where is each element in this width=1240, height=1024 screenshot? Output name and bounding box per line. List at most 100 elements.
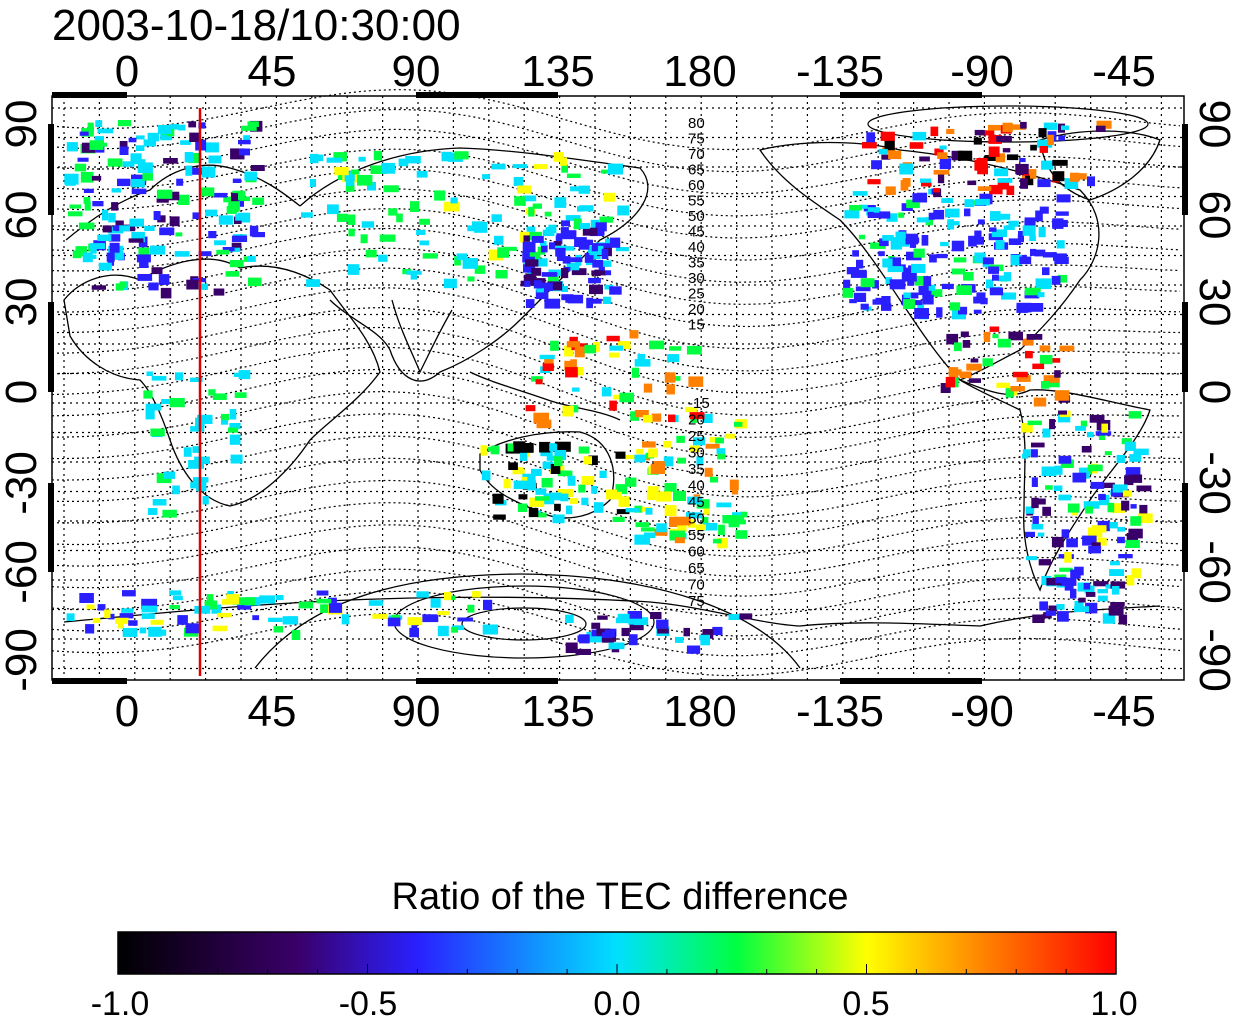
tec-patch	[512, 164, 528, 169]
tec-patch	[1046, 578, 1062, 586]
tec-patch	[523, 274, 533, 286]
tec-patch	[905, 233, 919, 245]
tec-patch	[878, 148, 888, 155]
tec-patch	[565, 215, 581, 221]
tec-patch	[82, 252, 93, 263]
tec-patch	[112, 225, 120, 231]
tec-patch	[1080, 420, 1088, 427]
tec-patch	[712, 626, 723, 636]
tec-patch	[508, 462, 518, 470]
tec-patch	[1001, 292, 1017, 300]
tec-patch	[194, 456, 210, 464]
tec-patch	[616, 247, 629, 252]
tec-patch	[370, 165, 387, 174]
tec-patch	[609, 237, 621, 248]
tec-patch	[634, 454, 646, 463]
tec-patch	[474, 222, 488, 233]
tec-patch	[562, 230, 577, 240]
tec-patch	[918, 285, 932, 296]
tec-patch	[212, 625, 228, 632]
tec-patch	[161, 399, 177, 404]
tec-patch	[522, 252, 530, 263]
tec-patch	[1059, 567, 1073, 572]
tec-patch	[141, 598, 158, 610]
tec-patch	[703, 522, 718, 531]
tec-patch	[1052, 219, 1068, 227]
tec-patch	[115, 283, 124, 291]
right-lat-label: -30	[1190, 451, 1239, 515]
tec-patch	[143, 390, 153, 399]
bottom-lon-label: 45	[247, 687, 297, 736]
tec-patch	[931, 289, 943, 297]
tec-patch	[1008, 220, 1019, 227]
tec-patch	[482, 624, 498, 635]
tec-patch	[1056, 240, 1065, 249]
tec-patch	[83, 188, 94, 193]
contour-label: -15	[688, 395, 710, 412]
tec-patch	[68, 211, 83, 217]
frame-tick-bar	[48, 483, 54, 572]
tec-patch	[122, 161, 135, 167]
tec-patch	[422, 253, 438, 259]
tec-patch	[1043, 122, 1058, 130]
left-lat-label: 90	[0, 99, 46, 149]
tec-patch	[565, 614, 574, 623]
tec-patch	[668, 414, 676, 423]
tec-patch	[687, 496, 703, 505]
tec-patch	[553, 241, 562, 246]
tec-patch	[992, 334, 999, 339]
tec-patch	[143, 139, 156, 147]
tec-patch	[1016, 375, 1031, 382]
left-lat-label: -60	[0, 540, 46, 604]
tec-patch	[121, 608, 134, 613]
tec-patch	[599, 470, 607, 478]
tec-patch	[937, 152, 948, 159]
tec-patch	[577, 206, 584, 212]
tec-patch	[213, 288, 225, 296]
tec-patch	[914, 275, 927, 286]
right-lat-label: 0	[1190, 379, 1239, 405]
tec-patch	[911, 300, 923, 306]
tec-patch	[494, 235, 504, 245]
tec-patch	[967, 180, 977, 186]
tec-patch	[163, 158, 178, 164]
tec-patch	[514, 196, 526, 206]
tec-patch	[858, 234, 866, 240]
tec-patch	[175, 232, 183, 237]
tec-patch	[988, 266, 999, 274]
tec-patch	[710, 476, 719, 483]
tec-patch	[1110, 602, 1125, 607]
tec-patch	[1051, 536, 1064, 548]
magnetic-contour	[51, 368, 1180, 458]
tec-patch	[565, 296, 575, 303]
tec-patch	[582, 227, 598, 236]
tec-patch	[273, 626, 284, 633]
tec-patch	[581, 476, 595, 485]
tec-patch	[591, 486, 598, 494]
tec-patch	[953, 342, 962, 352]
tec-patch	[968, 378, 981, 383]
tec-patch	[570, 498, 579, 504]
tec-patch	[1057, 274, 1068, 283]
tec-patch	[712, 538, 722, 544]
contour-label: 25	[688, 286, 705, 303]
tec-patch	[1129, 454, 1142, 462]
magnetic-contour	[51, 479, 1181, 557]
tec-patch	[550, 464, 561, 474]
tec-patch	[368, 600, 383, 606]
tec-patch	[1025, 506, 1035, 514]
tec-patch	[995, 153, 1005, 163]
tec-patch	[977, 186, 992, 191]
tec-patch	[619, 392, 634, 403]
tec-patch	[169, 216, 180, 227]
tec-patch	[561, 285, 568, 292]
tec-patch	[591, 270, 607, 276]
tec-patch	[1054, 370, 1061, 378]
tec-patch	[1039, 601, 1048, 611]
tec-patch	[381, 162, 396, 174]
tec-patch	[964, 199, 974, 208]
tec-patch	[1112, 503, 1126, 513]
tec-patch	[602, 638, 614, 643]
tec-patch	[152, 499, 167, 506]
tec-patch	[533, 280, 543, 289]
